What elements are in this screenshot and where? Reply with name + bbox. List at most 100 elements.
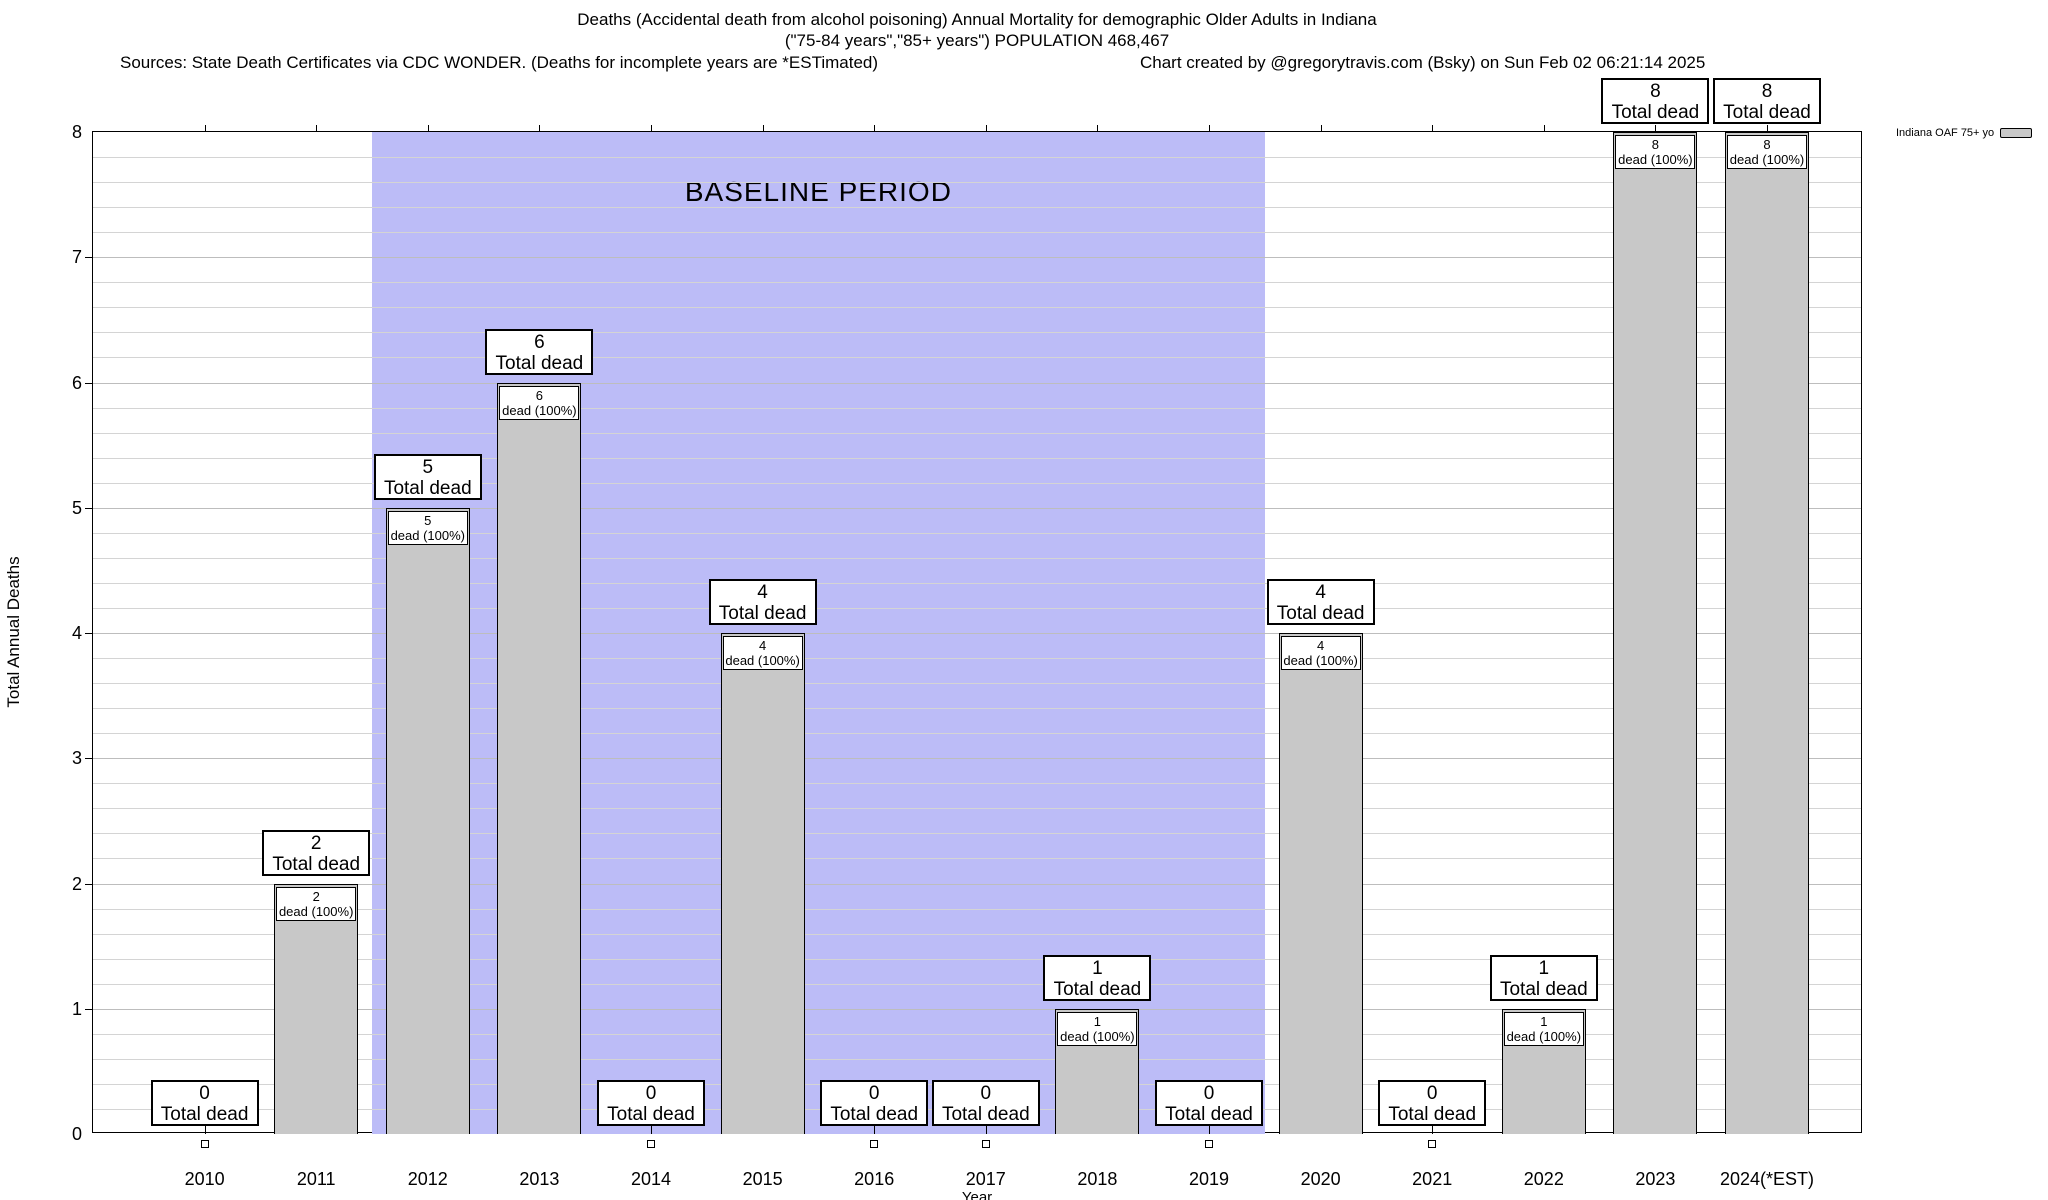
total-label-text: Total dead [1499,978,1588,1000]
total-label-value: 0 [868,1083,880,1104]
total-label-value: 6 [534,331,545,353]
bar-total-label: 0 Total dead [1378,1080,1487,1126]
x-tick-label: 2022 [1523,1169,1564,1189]
y-tick-label: 5 [71,497,82,518]
total-label-value: 2 [310,832,322,854]
minor-gridline [93,958,1861,960]
minor-gridline [93,783,1861,785]
x-tick-label: 2012 [407,1169,448,1189]
major-gridline [93,1008,1861,1010]
x-tick-mark [539,125,541,131]
y-tick-label: 1 [71,998,82,1019]
bar-total-label: 0 Total dead [1155,1080,1263,1126]
bar-inner-label: 1 dead (100%) [1057,1011,1138,1046]
total-label-text: Total dead [830,1104,919,1125]
total-label-value: 0 [199,1083,210,1104]
y-axis-title: Total Annual Deaths [4,556,23,708]
total-label-text: Total dead [1611,102,1700,123]
bar-total-label: 1 Total dead [1043,954,1152,1001]
inner-label-value: 6 [535,387,543,403]
x-tick-label: 2013 [519,1169,560,1189]
x-tick-mark [1320,125,1322,131]
total-label-value: 0 [1203,1083,1215,1104]
bar-inner-label: 2 dead (100%) [276,886,357,921]
inner-label-value: 4 [758,638,767,653]
minor-gridline [93,683,1861,685]
x-tick-mark [1543,125,1545,131]
total-label-text: Total dead [1276,603,1365,624]
x-tick-label: 2020 [1300,1169,1341,1189]
total-label-value: 5 [422,456,434,478]
x-tick-label: 2010 [184,1169,225,1189]
y-tick-mark [85,507,92,509]
minor-gridline [93,432,1861,434]
plot-area: BASELINE PERIOD 0 1 2 3 4 5 6 7 8 2010 0 Total dead 2… [72,78,1862,1189]
zero-stem [874,1126,876,1134]
minor-gridline [93,232,1861,234]
x-tick-label: 2024(*EST) [1719,1169,1815,1189]
bar-inner-label: 8 dead (100%) [1727,135,1808,169]
x-tick-mark [1655,125,1657,131]
total-label-value: 4 [1315,582,1326,603]
y-tick-label: 2 [71,873,82,894]
bar [720,633,805,1134]
zero-marker-icon [981,1140,990,1148]
minor-gridline [93,1058,1861,1060]
x-tick-label: 2019 [1188,1169,1230,1189]
major-gridline [93,382,1861,384]
bar-total-label: 8 Total dead [1601,78,1710,124]
total-label-text: Total dead [1388,1104,1477,1125]
x-axis-title: Year [961,1189,993,1200]
total-label-text: Total dead [1053,978,1142,1000]
x-tick-mark [204,125,206,131]
minor-gridline [93,357,1861,359]
total-label-text: Total dead [718,603,807,624]
total-label-text: Total dead [607,1104,695,1125]
minor-gridline [93,207,1861,209]
minor-gridline [93,833,1861,835]
legend: Indiana OAF 75+ yo [1896,127,2033,139]
inner-label-text: dead (100%) [278,903,354,919]
inner-label-text: dead (100%) [725,653,800,668]
x-tick-mark [762,125,764,131]
zero-stem [651,1126,652,1134]
minor-gridline [93,532,1861,534]
y-tick-mark [85,633,92,634]
x-tick-mark [874,125,876,131]
baseline-period-label: BASELINE PERIOD [684,176,952,207]
y-tick-label: 8 [71,122,82,142]
x-tick-label: 2021 [1412,1169,1453,1189]
total-label-value: 1 [1092,957,1103,979]
x-tick-mark [1432,125,1434,131]
x-tick-mark [1097,125,1099,131]
inner-label-value: 8 [1651,137,1660,152]
bar-total-label: 2 Total dead [262,829,371,876]
y-tick-label: 3 [71,748,82,769]
chart-subtitle: ("75-84 years","85+ years") POPULATION 4… [784,31,1170,50]
bar-inner-label: 5 dead (100%) [387,510,468,545]
bar-total-label: 0 Total dead [931,1080,1040,1126]
bar-total-label: 4 Total dead [708,579,817,625]
inner-label-value: 2 [312,888,320,904]
inner-label-text: dead (100%) [502,402,577,418]
zero-marker-icon [647,1140,655,1148]
y-tick-mark [85,382,92,384]
zero-stem [985,1126,987,1134]
credit-note: Chart created by @gregorytravis.com (Bsk… [1140,53,1706,72]
bar-inner-label: 6 dead (100%) [499,385,580,420]
zero-marker-icon [1205,1140,1213,1148]
minor-gridline [93,332,1861,334]
chart-title: Deaths (Accidental death from alcohol po… [577,10,1377,29]
x-tick-label: 2014 [630,1169,672,1189]
bar-inner-label: 8 dead (100%) [1615,135,1696,169]
zero-stem [1209,1126,1210,1134]
zero-marker-icon [870,1140,879,1148]
total-label-text: Total dead [1165,1104,1253,1125]
x-tick-label: 2023 [1635,1169,1676,1189]
minor-gridline [93,908,1861,910]
x-tick-label: 2016 [854,1169,895,1189]
bar-inner-label: 1 dead (100%) [1503,1011,1584,1046]
bar [274,883,359,1134]
inner-label-text: dead (100%) [1729,152,1805,167]
bar [1278,633,1363,1134]
